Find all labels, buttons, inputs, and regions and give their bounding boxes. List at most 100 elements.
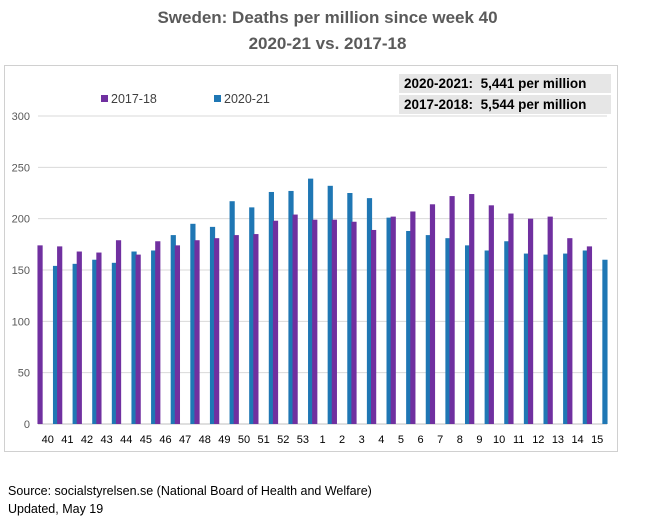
stat-label: 2020-2021: — [404, 76, 474, 91]
bar-2017-18 — [194, 240, 200, 424]
bar-2017-18 — [76, 251, 82, 424]
legend: 2017-18 2020-21 — [101, 92, 270, 106]
y-tick-label: 300 — [12, 111, 30, 123]
bar-2017-18 — [547, 216, 553, 424]
bar-2017-18 — [115, 240, 122, 424]
x-tick-label: 9 — [476, 434, 482, 446]
bar-2020-21 — [543, 254, 549, 424]
bar-2020-21 — [268, 191, 274, 424]
bar-2017-18 — [292, 214, 298, 424]
y-tick-label: 250 — [12, 162, 30, 174]
x-tick-label: 6 — [418, 434, 424, 446]
chart-title: Sweden: Deaths per million since week 40 — [157, 8, 498, 27]
x-tick-label: 5 — [398, 434, 404, 446]
stat-value: 5,544 per million — [480, 97, 587, 112]
x-tick-label: 10 — [493, 434, 505, 446]
y-tick-label: 0 — [24, 419, 30, 431]
bar-2017-18 — [371, 229, 377, 424]
bar-2020-21 — [563, 253, 569, 424]
x-tick-label: 51 — [258, 434, 270, 446]
legend-swatch — [214, 95, 221, 102]
bar-2017-18 — [429, 204, 436, 424]
x-tick-label: 48 — [199, 434, 211, 446]
bar-2020-21 — [425, 235, 431, 424]
bar-2017-18 — [233, 235, 239, 424]
x-tick-label: 49 — [218, 434, 230, 446]
y-tick-label: 50 — [18, 368, 30, 380]
bar-2017-18 — [410, 211, 416, 424]
bar-2020-21 — [406, 230, 412, 424]
bar-2020-21 — [288, 190, 294, 424]
bar-2017-18 — [586, 246, 593, 424]
x-tick-label: 47 — [179, 434, 191, 446]
bar-2020-21 — [484, 250, 490, 424]
bar-2020-21 — [523, 253, 530, 424]
chart-subtitle: 2020-21 vs. 2017-18 — [248, 34, 407, 53]
legend-label: 2020-21 — [224, 92, 270, 106]
bar-2017-18 — [390, 216, 396, 424]
bar-2020-21 — [327, 185, 333, 424]
bar-2020-21 — [386, 217, 392, 424]
bar-2020-21 — [464, 245, 471, 424]
bar-2017-18 — [135, 254, 141, 424]
x-tick-label: 50 — [238, 434, 250, 446]
bar-2020-21 — [131, 251, 137, 424]
bar-2020-21 — [111, 262, 118, 424]
bar-2020-21 — [249, 207, 255, 424]
y-tick-label: 150 — [12, 265, 30, 277]
bar-2020-21 — [209, 226, 216, 424]
legend-swatch — [101, 95, 108, 102]
y-tick-label: 100 — [12, 316, 30, 328]
x-tick-label: 52 — [277, 434, 289, 446]
x-tick-label: 53 — [297, 434, 309, 446]
x-tick-label: 13 — [552, 434, 564, 446]
x-tick-label: 2 — [339, 434, 345, 446]
bar-2017-18 — [449, 196, 455, 424]
x-tick-label: 40 — [42, 434, 54, 446]
x-tick-label: 46 — [159, 434, 171, 446]
legend-label: 2017-18 — [111, 92, 157, 106]
bar-2017-18 — [272, 220, 279, 424]
bar-2020-21 — [366, 198, 373, 424]
x-tick-label: 3 — [359, 434, 365, 446]
bar-2020-21 — [170, 235, 176, 424]
bar-2017-18 — [57, 246, 63, 424]
bar-2017-18 — [527, 218, 534, 424]
bar-2017-18 — [567, 238, 573, 424]
stat-value: 5,441 per million — [480, 76, 587, 91]
bar-2017-18 — [488, 205, 494, 424]
bar-2020-21 — [445, 238, 451, 424]
x-tick-label: 45 — [140, 434, 152, 446]
x-tick-label: 1 — [319, 434, 325, 446]
bar-2017-18 — [508, 213, 514, 424]
x-tick-label: 41 — [61, 434, 73, 446]
x-tick-label: 44 — [120, 434, 132, 446]
bar-2020-21 — [190, 223, 196, 424]
bar-2017-18 — [174, 245, 181, 424]
x-tick-label: 42 — [81, 434, 93, 446]
bar-2017-18 — [253, 234, 259, 424]
x-tick-label: 7 — [437, 434, 443, 446]
chart-frame: 0 50 100 150 200 250 300 40 41 42 43 44 45 46 47 48 49 50… — [4, 65, 618, 452]
x-tick-label: 11 — [513, 434, 524, 446]
bar-2017-18 — [469, 194, 475, 424]
stat-2017-2018: 2017-2018: 5,544 per million — [399, 95, 611, 114]
bar-2020-21 — [504, 241, 510, 424]
x-tick-label: 14 — [571, 434, 583, 446]
bars-layer — [37, 178, 608, 424]
bar-2020-21 — [229, 201, 235, 424]
stat-2020-2021: 2020-2021: 5,441 per million — [399, 74, 611, 93]
bar-2017-18 — [331, 219, 337, 424]
bar-2020-21 — [582, 250, 588, 424]
y-tick-label: 200 — [12, 214, 30, 226]
x-tick-label: 8 — [457, 434, 463, 446]
bar-2020-21 — [151, 250, 157, 424]
bar-2017-18 — [312, 219, 318, 424]
bar-2017-18 — [96, 252, 102, 424]
bar-2017-18 — [155, 241, 161, 424]
bar-2020-21 — [308, 178, 314, 424]
bar-2020-21 — [602, 259, 608, 424]
grid-layer — [38, 115, 607, 425]
